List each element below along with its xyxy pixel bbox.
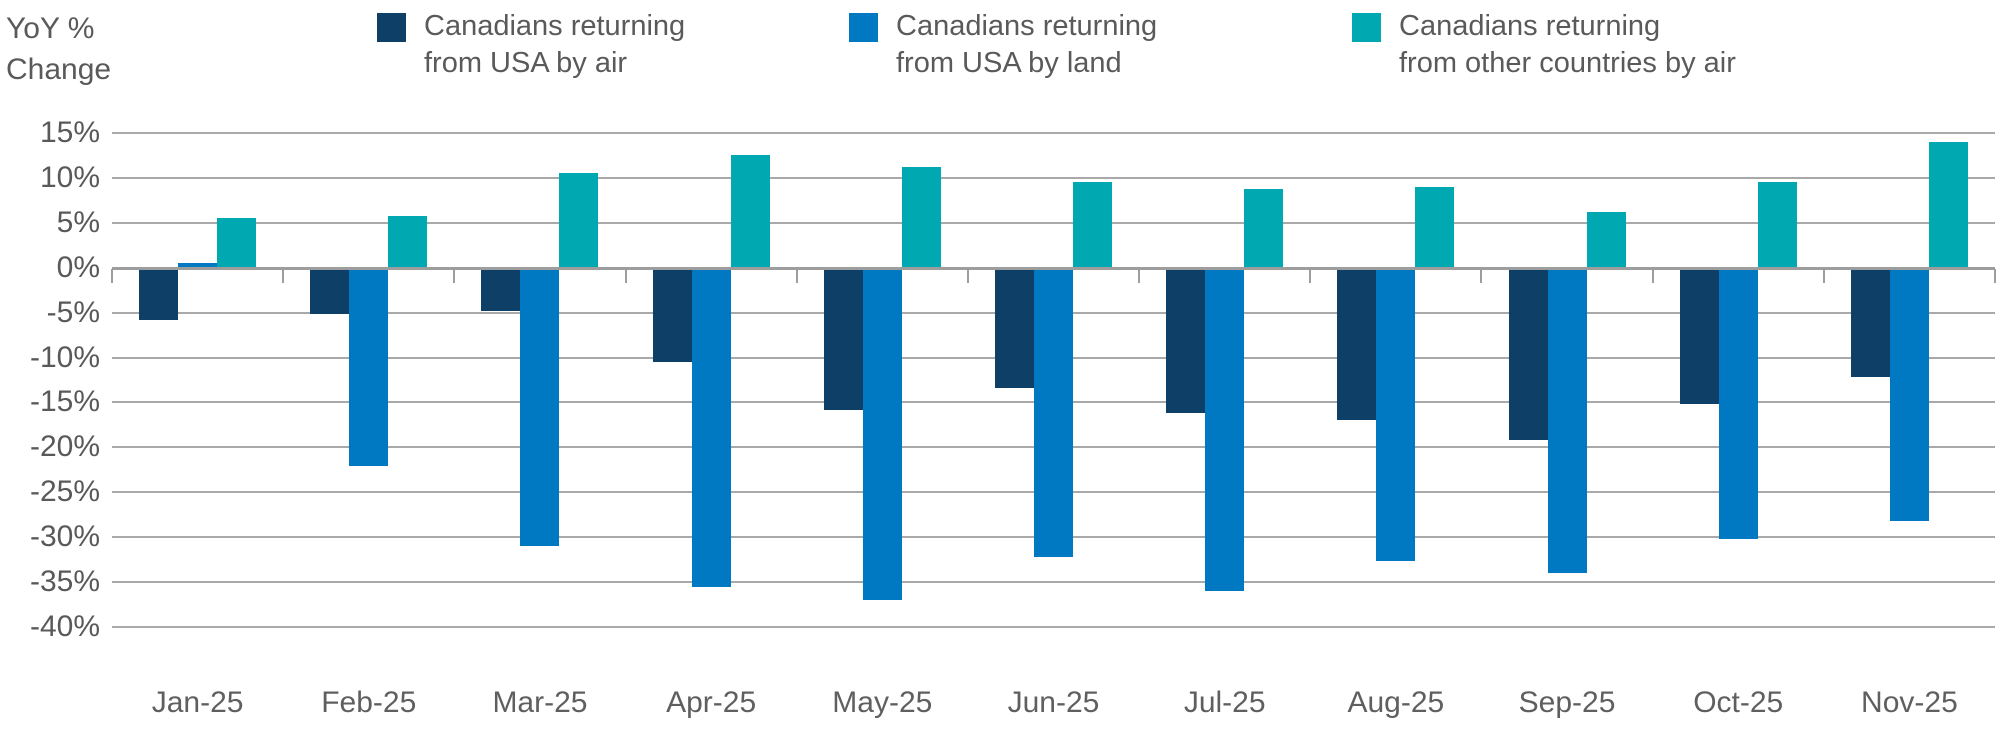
gridline-10% xyxy=(112,176,1995,179)
category-tick xyxy=(282,268,285,283)
bar-Aug-25-series1 xyxy=(1337,267,1377,421)
y-tick-label--25%: -25% xyxy=(29,475,100,509)
category-tick xyxy=(1309,268,1312,283)
x-tick-label-Sep-25: Sep-25 xyxy=(1518,686,1616,719)
bar-May-25-series1 xyxy=(823,267,863,410)
bar-May-25-series2 xyxy=(862,267,902,601)
legend-item-other-air: Canadians returning from other countries… xyxy=(1352,8,1736,82)
y-tick-label-5%: 5% xyxy=(56,205,100,239)
y-tick-label-0%: 0% xyxy=(56,250,100,284)
bar-Mar-25-series1 xyxy=(481,267,521,311)
y-tick-label--30%: -30% xyxy=(29,520,100,554)
legend-item-usa-land: Canadians returning from USA by land xyxy=(849,8,1157,82)
gridline--35% xyxy=(112,581,1995,584)
bar-Oct-25-series1 xyxy=(1679,267,1719,405)
bar-Sep-25-series3 xyxy=(1586,212,1626,268)
bar-Feb-25-series3 xyxy=(388,215,428,268)
gridline-5% xyxy=(112,221,1995,224)
category-tick xyxy=(624,268,627,283)
y-tick-label--35%: -35% xyxy=(29,565,100,599)
zero-axis-line xyxy=(112,266,1995,270)
legend-item-usa-air: Canadians returning from USA by air xyxy=(377,8,685,82)
y-axis-title-line1: YoY % xyxy=(6,12,95,45)
x-tick-label-Jun-25: Jun-25 xyxy=(1007,686,1100,719)
category-tick xyxy=(1480,268,1483,283)
legend-label-usa-land: Canadians returning from USA by land xyxy=(896,10,1158,79)
legend-swatch-usa-land xyxy=(849,13,878,42)
bar-May-25-series3 xyxy=(901,167,941,268)
bar-Aug-25-series3 xyxy=(1415,186,1455,268)
x-tick-label-Feb-25: Feb-25 xyxy=(321,686,417,719)
bar-Nov-25-series2 xyxy=(1889,267,1929,521)
category-tick xyxy=(1651,268,1654,283)
category-tick xyxy=(1822,268,1825,283)
bar-Feb-25-series1 xyxy=(310,267,350,315)
x-tick-label-Jan-25: Jan-25 xyxy=(151,686,244,719)
y-tick-label-15%: 15% xyxy=(39,116,100,149)
legend-swatch-usa-air xyxy=(377,13,406,42)
bar-Jan-25-series2 xyxy=(178,263,218,268)
bar-Feb-25-series2 xyxy=(349,267,389,467)
bar-Jul-25-series2 xyxy=(1205,267,1245,592)
y-tick-label-10%: 10% xyxy=(39,160,100,194)
y-tick-label--5%: -5% xyxy=(46,295,100,329)
bar-Apr-25-series3 xyxy=(730,154,770,268)
bar-Sep-25-series1 xyxy=(1508,267,1548,441)
y-axis-title-line2: Change xyxy=(6,53,112,86)
x-tick-label-May-25: May-25 xyxy=(832,686,933,719)
bar-Jun-25-series2 xyxy=(1034,267,1073,557)
bar-Jul-25-series1 xyxy=(1166,267,1206,414)
bar-Jun-25-series1 xyxy=(995,267,1034,389)
bar-Aug-25-series2 xyxy=(1376,267,1416,561)
x-tick-label-Nov-25: Nov-25 xyxy=(1861,686,1958,719)
y-tick-label--15%: -15% xyxy=(29,385,100,419)
bar-Nov-25-series1 xyxy=(1850,267,1890,378)
bar-Mar-25-series3 xyxy=(559,172,599,268)
bar-Sep-25-series2 xyxy=(1547,267,1587,574)
bar-Apr-25-series1 xyxy=(652,267,692,363)
y-tick-label--20%: -20% xyxy=(29,430,100,464)
y-tick-label--10%: -10% xyxy=(29,340,100,374)
category-tick xyxy=(1994,268,1996,283)
legend-label-usa-air: Canadians returning from USA by air xyxy=(424,10,686,79)
category-tick xyxy=(966,268,969,283)
bar-Oct-25-series2 xyxy=(1718,267,1758,539)
bar-Jan-25-series1 xyxy=(139,267,179,320)
gridline--40% xyxy=(112,626,1995,628)
category-tick xyxy=(795,268,798,283)
x-tick-label-Oct-25: Oct-25 xyxy=(1693,686,1784,719)
category-tick xyxy=(111,268,113,283)
legend-swatch-other-air xyxy=(1352,13,1381,42)
bar-Mar-25-series2 xyxy=(520,267,560,547)
bar-Jul-25-series3 xyxy=(1244,188,1284,268)
x-tick-label-Jul-25: Jul-25 xyxy=(1183,686,1266,719)
category-tick xyxy=(453,268,456,283)
x-tick-label-Mar-25: Mar-25 xyxy=(492,686,588,719)
y-axis-title: YoY % Change xyxy=(6,8,111,90)
bar-Apr-25-series2 xyxy=(691,267,731,587)
gridline-15% xyxy=(112,132,1995,134)
y-tick-label--40%: -40% xyxy=(29,610,100,643)
bar-Jun-25-series3 xyxy=(1073,181,1112,268)
x-tick-label-Apr-25: Apr-25 xyxy=(666,686,757,719)
bar-Nov-25-series3 xyxy=(1928,141,1968,268)
legend-label-other-air: Canadians returning from other countries… xyxy=(1399,10,1736,79)
x-tick-label-Aug-25: Aug-25 xyxy=(1347,686,1445,719)
bar-Oct-25-series3 xyxy=(1757,181,1797,268)
bar-Jan-25-series3 xyxy=(217,218,257,268)
category-tick xyxy=(1138,268,1141,283)
